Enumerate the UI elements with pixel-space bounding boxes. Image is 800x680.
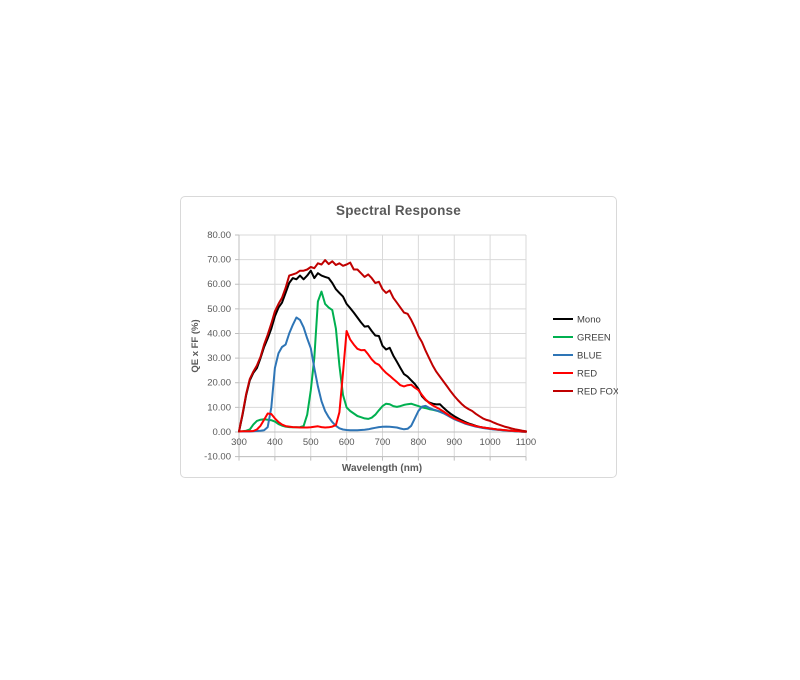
x-axis-title: Wavelength (nm) <box>342 463 422 474</box>
x-tick-label: 400 <box>267 437 283 448</box>
legend-label: Mono <box>577 315 601 326</box>
y-axis-title: QE x FF (%) <box>190 319 201 372</box>
y-tick-label: 40.00 <box>207 328 231 339</box>
y-tick-label: 0.00 <box>213 427 232 438</box>
series-line-red-fox <box>238 259 527 433</box>
spectral-response-plot: 80.00 70.00 60.00 50.00 40.00 30.00 20.00 10.00… <box>190 230 618 474</box>
x-tick-label: 500 <box>303 437 319 448</box>
series-line-red <box>238 330 527 433</box>
y-tick-label: 60.00 <box>207 279 231 290</box>
y-tick-label: 30.00 <box>207 353 231 364</box>
y-tick-label: 50.00 <box>207 304 231 315</box>
x-tick-label: 700 <box>375 437 391 448</box>
y-tick-label: 20.00 <box>207 378 231 389</box>
y-tick-label: 10.00 <box>207 402 231 413</box>
x-tick-label: 1100 <box>516 437 536 448</box>
x-tick-label: 800 <box>410 437 426 448</box>
chart-title: Spectral Response <box>336 203 461 218</box>
legend-label: RED <box>577 369 597 380</box>
y-tick-label: -10.00 <box>204 452 231 463</box>
x-tick-label: 600 <box>339 437 355 448</box>
y-tick-label: 70.00 <box>207 255 231 266</box>
chart-frame: Spectral Response 80.00 70.00 60.00 50.00 40… <box>180 196 618 478</box>
x-tick-label: 900 <box>446 437 462 448</box>
legend-label: GREEN <box>577 333 611 344</box>
y-tick-label: 80.00 <box>207 230 231 241</box>
legend-label: RED FOX <box>577 387 618 398</box>
x-tick-label: 300 <box>231 437 247 448</box>
x-tick-label: 1000 <box>480 437 501 448</box>
legend-label: BLUE <box>577 351 602 362</box>
